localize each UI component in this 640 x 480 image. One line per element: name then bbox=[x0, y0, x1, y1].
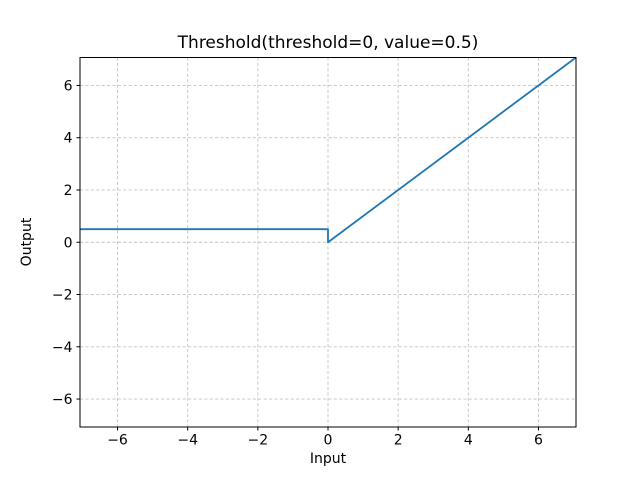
y-tick-label: −4 bbox=[52, 340, 73, 356]
chart-title: Threshold(threshold=0, value=0.5) bbox=[177, 33, 479, 53]
x-tick-label: 4 bbox=[464, 433, 473, 449]
y-tick-label: −2 bbox=[52, 288, 73, 304]
y-tick-label: 2 bbox=[64, 183, 73, 199]
x-tick-label: −4 bbox=[177, 433, 198, 449]
y-tick-label: 4 bbox=[64, 131, 73, 147]
x-tick-label: −6 bbox=[107, 433, 128, 449]
y-tick-label: −6 bbox=[52, 392, 73, 408]
x-axis-label: Input bbox=[309, 451, 347, 467]
x-tick-label: 6 bbox=[534, 433, 543, 449]
y-tick-label: 0 bbox=[64, 235, 73, 251]
data-line bbox=[80, 56, 577, 244]
y-tick-label: 6 bbox=[64, 78, 73, 94]
x-tick-label: −2 bbox=[248, 433, 269, 449]
y-axis-label: Output bbox=[19, 217, 35, 267]
x-tick-label: 2 bbox=[394, 433, 403, 449]
x-tick-label: 0 bbox=[324, 433, 333, 449]
